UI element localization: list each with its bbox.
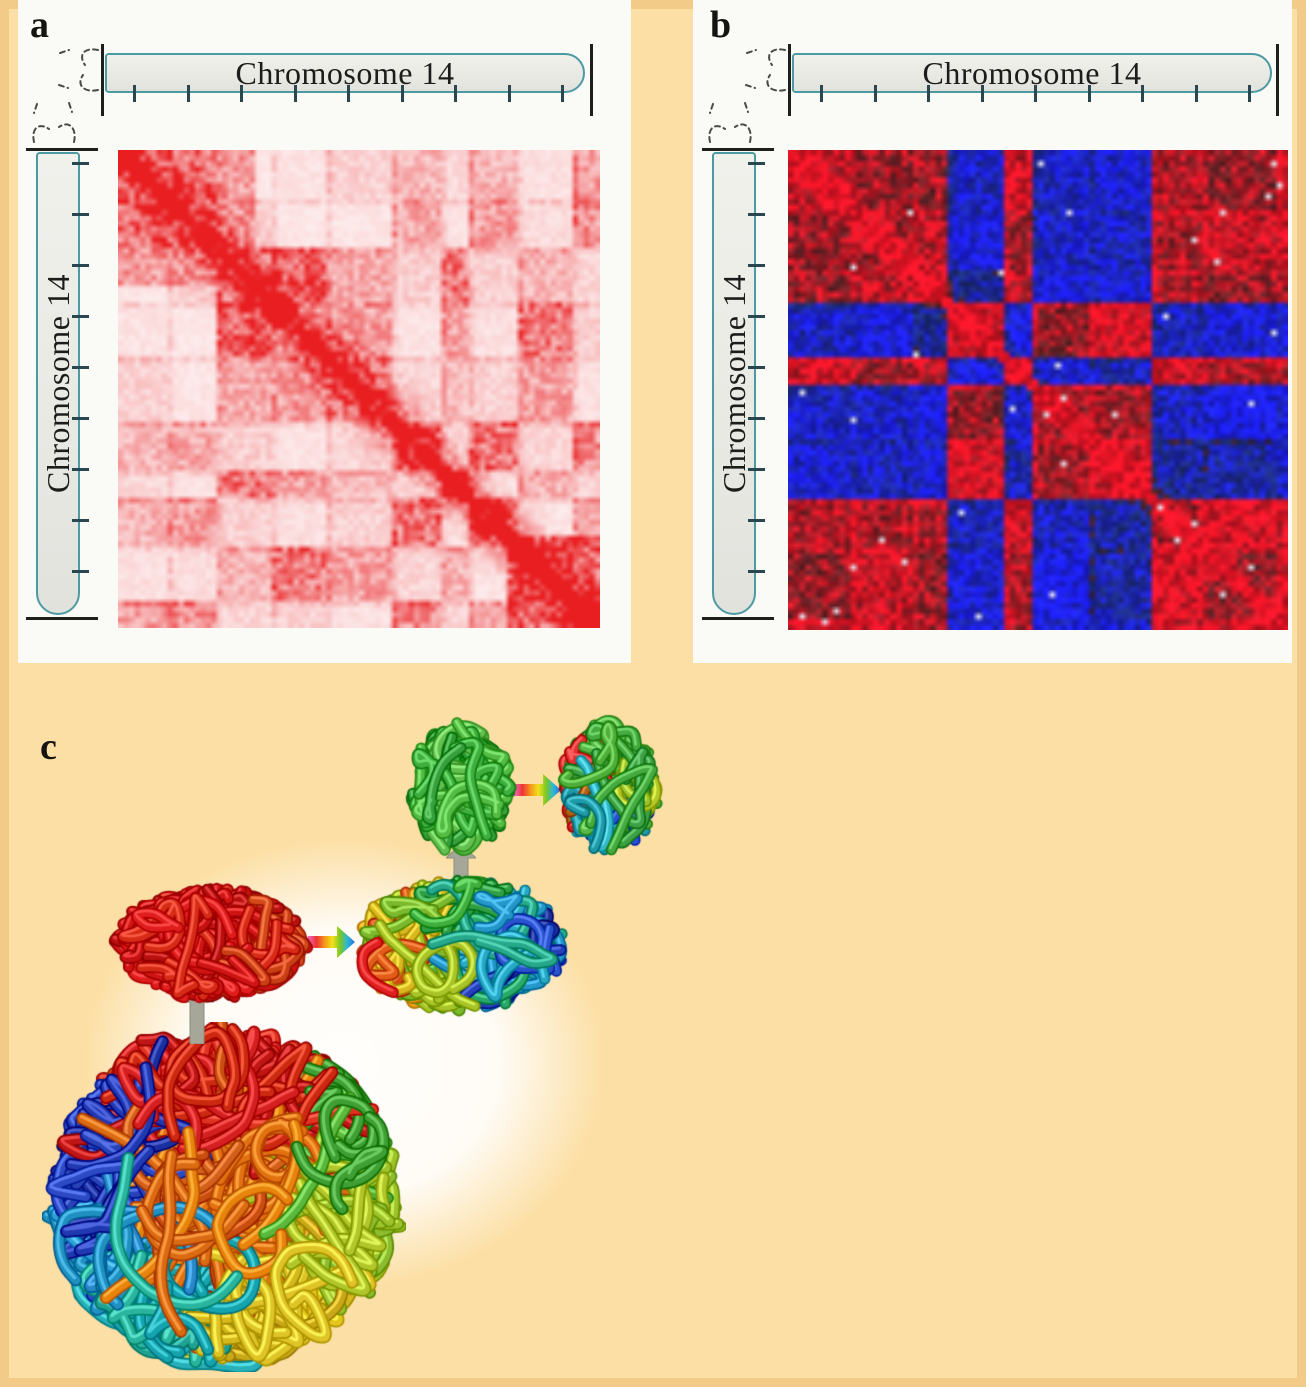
ideogram-tick-mark [72, 468, 89, 471]
chromosome-label: Chromosome 14 [235, 54, 455, 91]
chromosome-label: Chromosome 14 [922, 54, 1142, 91]
hic-contact-heatmap-a [118, 150, 600, 628]
ideogram-tick-mark [1248, 85, 1251, 102]
ideogram-tick-mark [72, 162, 89, 165]
recolored-subregion-tangle [348, 868, 572, 1022]
ideogram-tick-mark [561, 85, 564, 102]
continuation-dashes-icon [745, 48, 786, 92]
rainbow-arrow-icon [514, 774, 561, 806]
ideogram-end-bar [101, 44, 104, 116]
ideogram-tick-mark [748, 213, 765, 216]
ideogram-tick-mark [873, 85, 877, 102]
ideogram-tick-mark [347, 85, 350, 102]
ideogram-tick-mark [1034, 85, 1037, 102]
ideogram-tick-mark [72, 366, 89, 369]
chromosome-ideogram-top-a: Chromosome 14 [105, 53, 585, 93]
ideogram-tick-mark [1087, 85, 1091, 102]
ideogram-tick-mark [980, 85, 984, 102]
ideogram-tick-mark [1194, 85, 1198, 102]
ideogram-tick-mark [748, 468, 765, 471]
continuation-dashes-icon [58, 48, 99, 92]
green-subsubregion-tangle [402, 716, 518, 860]
ideogram-end-bar [590, 44, 593, 116]
fractal-globule-sphere [42, 1022, 406, 1372]
rainbow-recolored-small-tangle [554, 713, 664, 859]
continuation-dashes-icon [708, 102, 752, 143]
ideogram-tick-mark [72, 417, 89, 420]
chromosome-ideogram-left-a: Chromosome 14 [36, 152, 80, 615]
chromosome-ideogram-top-b: Chromosome 14 [792, 53, 1272, 93]
ideogram-tick-mark [748, 366, 765, 369]
red-subregion-tangle [103, 876, 315, 1010]
ideogram-end-bar [1276, 44, 1279, 116]
ideogram-tick-mark [72, 570, 89, 573]
ideogram-tick-mark [820, 85, 823, 102]
ideogram-tick-mark [293, 85, 297, 102]
chromosome-label: Chromosome 14 [39, 274, 76, 493]
ideogram-tick-mark [748, 162, 765, 165]
ideogram-tick-mark [133, 85, 136, 102]
ideogram-tick-mark [1141, 85, 1144, 102]
ideogram-tick-mark [72, 315, 89, 318]
correlation-heatmap-b [788, 150, 1288, 630]
ideogram-tick-mark [507, 85, 511, 102]
panel-c-label: c [40, 726, 57, 768]
chromosome-label: Chromosome 14 [715, 274, 752, 493]
continuation-dashes-icon [32, 102, 76, 143]
ideogram-tick-mark [72, 264, 89, 267]
ideogram-end-bar [26, 617, 98, 620]
ideogram-end-bar [26, 148, 98, 151]
panel-b-label: b [710, 4, 732, 46]
ideogram-tick-mark [748, 570, 765, 573]
ideogram-end-bar [702, 148, 774, 151]
ideogram-tick-mark [240, 85, 243, 102]
ideogram-tick-mark [400, 85, 404, 102]
ideogram-tick-mark [748, 264, 765, 267]
ideogram-end-bar [788, 44, 791, 116]
chromosome-ideogram-left-b: Chromosome 14 [712, 152, 756, 615]
ideogram-end-bar [702, 617, 774, 620]
rainbow-arrow-icon [308, 926, 355, 958]
ideogram-tick-mark [186, 85, 190, 102]
ideogram-tick-mark [72, 519, 89, 522]
panel-a-label: a [30, 4, 49, 46]
ideogram-tick-mark [748, 519, 765, 522]
ideogram-tick-mark [454, 85, 457, 102]
ideogram-tick-mark [927, 85, 930, 102]
ideogram-tick-mark [748, 417, 765, 420]
ideogram-tick-mark [72, 213, 89, 216]
ideogram-tick-mark [748, 315, 765, 318]
